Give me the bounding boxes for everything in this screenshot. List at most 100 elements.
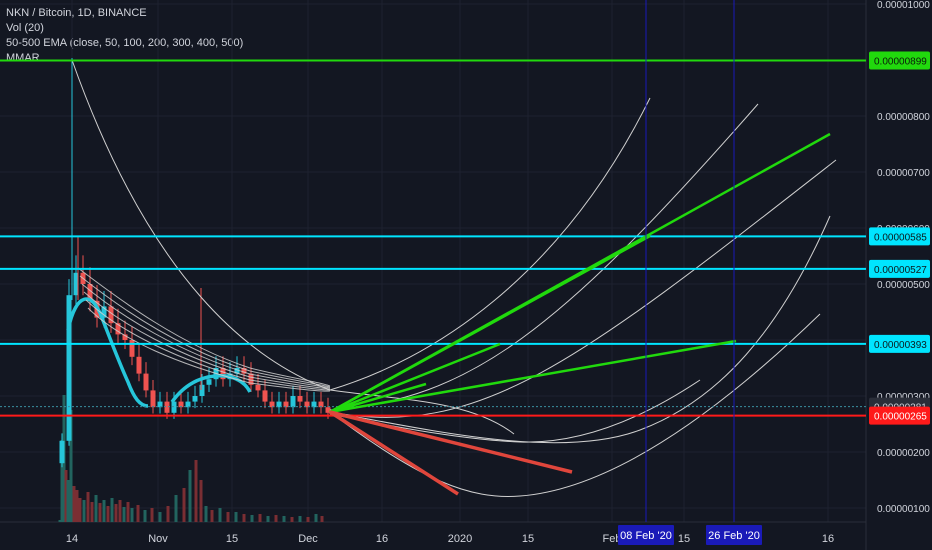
x-tick-label: 15 (226, 533, 238, 545)
volume-bar (94, 495, 98, 522)
candle-body (255, 384, 261, 391)
candle-body (66, 295, 72, 441)
candle-body (115, 323, 121, 335)
candle-body (87, 284, 93, 301)
price-tag (869, 227, 930, 246)
candle-body (269, 401, 275, 408)
green-ray (329, 342, 501, 414)
volume-bar (136, 505, 140, 522)
candle-body (311, 401, 317, 408)
volume-bar (86, 492, 90, 522)
candle-body (199, 384, 205, 396)
x-tick-label: Dec (298, 533, 318, 545)
candle-body (234, 368, 240, 374)
candle-body (164, 401, 170, 413)
candle-body (143, 373, 149, 391)
volume-bar (182, 488, 186, 522)
candle-body (129, 340, 135, 357)
x-tick-label: Feb (603, 533, 622, 545)
volume-bar (166, 506, 170, 522)
volume-bar (250, 515, 254, 522)
volume-bar (90, 502, 94, 522)
ema-line (87, 307, 331, 392)
candle-body (206, 379, 212, 385)
volume-bar (143, 510, 147, 522)
volume-series (58, 395, 324, 522)
y-tick-label: 0.00000800 (877, 112, 930, 123)
candle-body (248, 373, 254, 385)
legend-ema[interactable]: 50-500 EMA (close, 50, 100, 200, 300, 40… (6, 37, 244, 49)
projection-curve (71, 59, 515, 435)
volume-bar (150, 508, 154, 522)
candle-body (297, 396, 303, 402)
volume-bar (66, 480, 70, 522)
volume-bar (199, 480, 203, 522)
volume-bar (110, 498, 114, 522)
green-ray (329, 339, 737, 414)
green-ray (329, 382, 427, 414)
projection-curves (71, 59, 837, 497)
candle-body (220, 368, 226, 380)
volume-bar (130, 508, 134, 522)
volume-bar (320, 516, 324, 522)
volume-bar (266, 516, 270, 522)
volume-bar (118, 500, 122, 522)
volume-bar (102, 500, 106, 522)
legend-volume[interactable]: Vol (20) (6, 22, 44, 34)
red-ray (329, 410, 459, 496)
price-tag-label: 0.00000393 (874, 340, 927, 351)
marker-date-tag (618, 525, 674, 545)
candle-series (59, 58, 331, 468)
volume-bar (314, 514, 318, 522)
price-tag-label: 0.00000899 (874, 57, 927, 68)
volume-bar (210, 510, 214, 522)
chart-legend: NKN / Bitcoin, 1D, BINANCE Vol (20) 50-5… (6, 6, 243, 66)
x-tick-label: 16 (822, 533, 834, 545)
price-tag (869, 259, 930, 278)
volume-bar (126, 502, 130, 522)
candle-body (283, 401, 289, 408)
ema-line (83, 291, 331, 390)
candle-body (136, 356, 142, 374)
mmar-curve (66, 297, 149, 408)
legend-symbol[interactable]: NKN / Bitcoin, 1D, BINANCE (6, 7, 147, 19)
volume-bar (75, 490, 79, 522)
volume-bar (226, 512, 230, 522)
volume-bar (69, 410, 73, 522)
projection-curve (329, 103, 759, 411)
ema-line (77, 267, 331, 387)
volume-bar (72, 486, 76, 522)
candle-body (59, 440, 65, 464)
volume-bar (158, 512, 162, 522)
x-tick-label: 14 (66, 533, 78, 545)
y-tick-label: 0.00000700 (877, 168, 930, 179)
ema-line (85, 299, 331, 391)
volume-bar (234, 512, 238, 522)
marker-date-label: 26 Feb '20 (708, 530, 760, 542)
volume-bar (60, 440, 64, 522)
red-ray (329, 410, 573, 474)
candle-body (178, 401, 184, 408)
volume-bar (194, 460, 198, 522)
x-tick-label: 2020 (448, 533, 472, 545)
candle-body (171, 401, 177, 413)
candle-body (290, 396, 296, 408)
candle-body (304, 401, 310, 408)
projection-curve (329, 313, 821, 497)
volume-bar (98, 503, 102, 522)
volume-bar (78, 498, 82, 522)
volume-bar (290, 517, 294, 522)
price-tag-label: 0.00000527 (874, 265, 927, 276)
x-tick-label: Nov (148, 533, 168, 545)
ema-ribbon (77, 267, 331, 392)
volume-bar (242, 514, 246, 522)
marker-date-tag (706, 525, 762, 545)
volume-bar (106, 506, 110, 522)
volume-bar (258, 514, 262, 522)
ema-line (81, 283, 331, 389)
candle-body (276, 401, 282, 408)
candle-body (192, 396, 198, 402)
ema-line (79, 275, 331, 388)
candle-body (262, 390, 268, 402)
